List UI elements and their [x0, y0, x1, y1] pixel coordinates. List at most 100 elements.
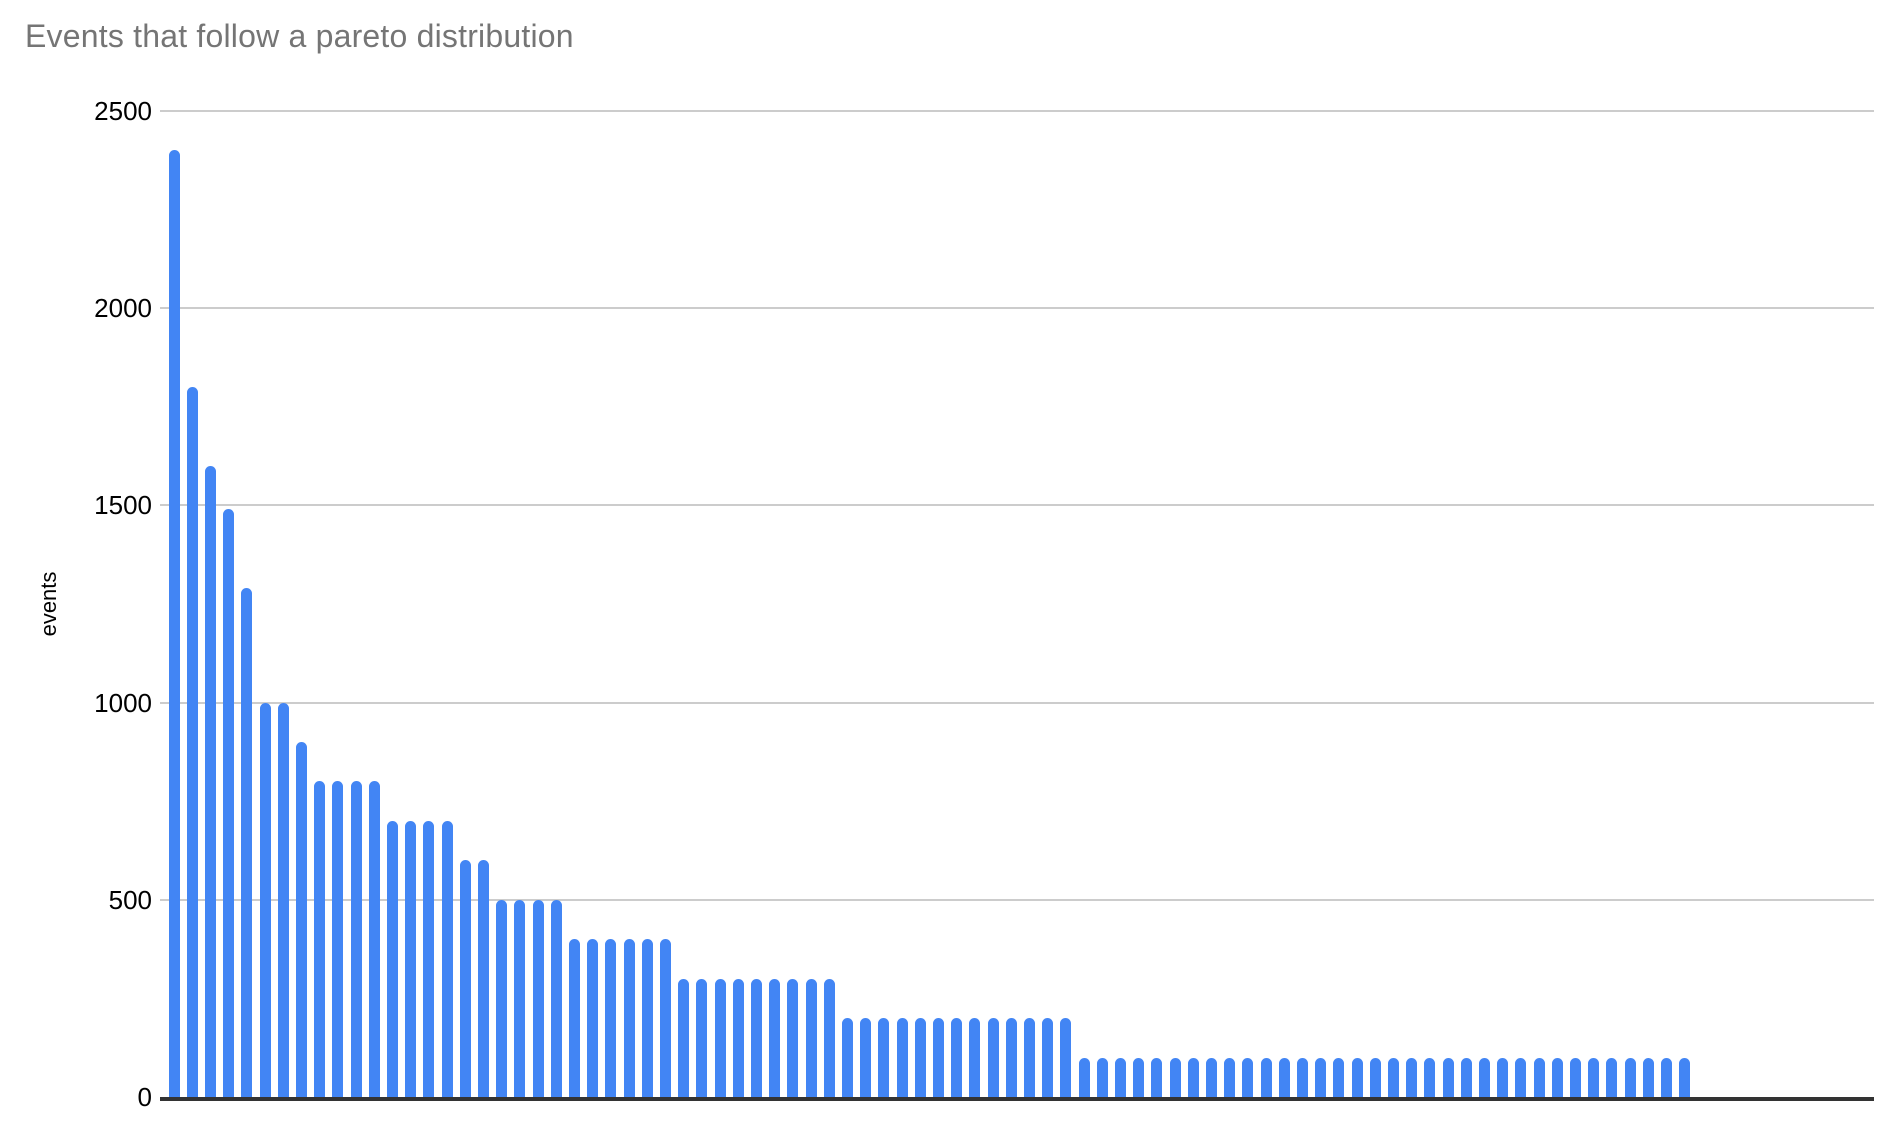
- bar[interactable]: [696, 978, 708, 1097]
- bar[interactable]: [1460, 1057, 1472, 1097]
- bar[interactable]: [1296, 1057, 1308, 1097]
- bar[interactable]: [1005, 1018, 1017, 1097]
- bar[interactable]: [514, 899, 526, 1097]
- bar[interactable]: [186, 387, 198, 1097]
- bar[interactable]: [714, 978, 726, 1097]
- bar[interactable]: [1133, 1057, 1145, 1097]
- bar[interactable]: [860, 1018, 872, 1097]
- bar[interactable]: [1497, 1057, 1509, 1097]
- y-tick-label: 500: [108, 884, 152, 915]
- bar[interactable]: [1224, 1057, 1236, 1097]
- bar[interactable]: [1478, 1057, 1490, 1097]
- y-tick-label: 2500: [94, 96, 152, 126]
- bar[interactable]: [1424, 1057, 1436, 1097]
- bar[interactable]: [550, 899, 562, 1097]
- bar[interactable]: [878, 1018, 890, 1097]
- bar[interactable]: [1369, 1057, 1381, 1097]
- bar[interactable]: [732, 978, 744, 1097]
- bar[interactable]: [204, 465, 216, 1097]
- bar[interactable]: [1533, 1057, 1545, 1097]
- bar[interactable]: [1169, 1057, 1181, 1097]
- bar[interactable]: [641, 939, 653, 1097]
- bar[interactable]: [932, 1018, 944, 1097]
- x-axis-baseline: [160, 1097, 1874, 1101]
- bar[interactable]: [496, 899, 508, 1097]
- bar[interactable]: [1114, 1057, 1126, 1097]
- bar[interactable]: [568, 939, 580, 1097]
- bar[interactable]: [441, 820, 453, 1097]
- y-tick-label: 2000: [94, 293, 152, 324]
- bar[interactable]: [1242, 1057, 1254, 1097]
- bar[interactable]: [1406, 1057, 1418, 1097]
- bar[interactable]: [1515, 1057, 1527, 1097]
- bar[interactable]: [896, 1018, 908, 1097]
- gridline: [160, 307, 1874, 310]
- bar[interactable]: [1606, 1057, 1618, 1097]
- bar[interactable]: [587, 939, 599, 1097]
- bar[interactable]: [459, 860, 471, 1097]
- bar[interactable]: [1569, 1057, 1581, 1097]
- bar[interactable]: [332, 781, 344, 1097]
- bar[interactable]: [987, 1018, 999, 1097]
- bar[interactable]: [750, 978, 762, 1097]
- bar[interactable]: [1679, 1057, 1691, 1097]
- bar[interactable]: [314, 781, 326, 1097]
- bar[interactable]: [1060, 1018, 1072, 1097]
- bar[interactable]: [405, 820, 417, 1097]
- bar[interactable]: [659, 939, 671, 1097]
- bar[interactable]: [951, 1018, 963, 1097]
- bar[interactable]: [477, 860, 489, 1097]
- bar[interactable]: [368, 781, 380, 1097]
- plot-area: [160, 110, 1874, 1101]
- bar[interactable]: [1624, 1057, 1636, 1097]
- bar[interactable]: [423, 820, 435, 1097]
- bar[interactable]: [1387, 1057, 1399, 1097]
- bar[interactable]: [1023, 1018, 1035, 1097]
- bar[interactable]: [241, 588, 253, 1097]
- bar[interactable]: [1042, 1018, 1054, 1097]
- gridline: [160, 701, 1874, 704]
- bar[interactable]: [969, 1018, 981, 1097]
- bar[interactable]: [1278, 1057, 1290, 1097]
- bar[interactable]: [1588, 1057, 1600, 1097]
- bar[interactable]: [1078, 1057, 1090, 1097]
- bar[interactable]: [623, 939, 635, 1097]
- bar[interactable]: [605, 939, 617, 1097]
- gridline: [160, 898, 1874, 901]
- bar[interactable]: [532, 899, 544, 1097]
- bar[interactable]: [1442, 1057, 1454, 1097]
- bar[interactable]: [259, 702, 271, 1097]
- bar[interactable]: [914, 1018, 926, 1097]
- bar[interactable]: [350, 781, 362, 1097]
- bar[interactable]: [1260, 1057, 1272, 1097]
- bar[interactable]: [841, 1018, 853, 1097]
- bar[interactable]: [1660, 1057, 1672, 1097]
- gridline: [160, 504, 1874, 507]
- bar[interactable]: [678, 978, 690, 1097]
- bar[interactable]: [1351, 1057, 1363, 1097]
- bar[interactable]: [1315, 1057, 1327, 1097]
- y-tick-label: 1500: [94, 490, 152, 521]
- bar[interactable]: [769, 978, 781, 1097]
- bar[interactable]: [386, 820, 398, 1097]
- bar[interactable]: [1151, 1057, 1163, 1097]
- bar[interactable]: [1205, 1057, 1217, 1097]
- bar[interactable]: [1187, 1057, 1199, 1097]
- bar[interactable]: [805, 978, 817, 1097]
- bar[interactable]: [787, 978, 799, 1097]
- bar[interactable]: [1096, 1057, 1108, 1097]
- bar[interactable]: [168, 150, 180, 1097]
- bar[interactable]: [1642, 1057, 1654, 1097]
- y-axis-title: events: [36, 571, 61, 637]
- bar[interactable]: [295, 742, 307, 1097]
- bar[interactable]: [1551, 1057, 1563, 1097]
- gridline: [160, 110, 1874, 112]
- bar[interactable]: [1333, 1057, 1345, 1097]
- bar[interactable]: [277, 702, 289, 1097]
- bar[interactable]: [823, 978, 835, 1097]
- chart-title: Events that follow a pareto distribution: [25, 18, 574, 54]
- bar[interactable]: [223, 509, 235, 1097]
- y-tick-label: 0: [137, 1082, 152, 1112]
- y-tick-label: 1000: [94, 687, 152, 718]
